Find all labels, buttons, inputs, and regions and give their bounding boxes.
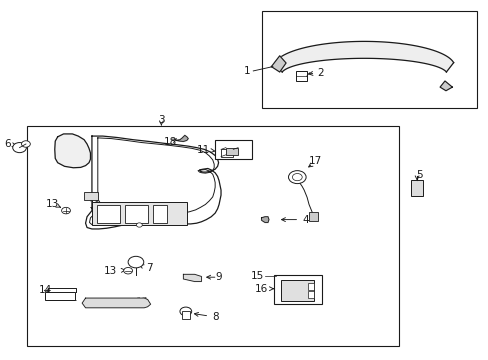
Text: 8: 8 <box>212 312 219 322</box>
Text: 3: 3 <box>158 114 164 125</box>
Bar <box>295 71 306 81</box>
Text: 10: 10 <box>89 200 102 210</box>
Text: 2: 2 <box>316 68 323 78</box>
Bar <box>215 140 251 159</box>
Circle shape <box>13 143 26 153</box>
Bar <box>410 180 422 196</box>
Circle shape <box>180 307 191 316</box>
Text: 5: 5 <box>415 170 422 180</box>
Text: 13: 13 <box>46 199 60 210</box>
Polygon shape <box>271 56 285 72</box>
Text: 11: 11 <box>197 145 210 156</box>
Text: 14: 14 <box>38 285 52 295</box>
Circle shape <box>292 174 302 181</box>
Circle shape <box>136 223 142 227</box>
Text: 12: 12 <box>136 297 149 307</box>
Polygon shape <box>261 217 268 222</box>
Bar <box>281 280 314 301</box>
Circle shape <box>21 141 30 147</box>
Text: 15: 15 <box>250 271 264 282</box>
Bar <box>225 148 238 155</box>
Circle shape <box>128 256 143 268</box>
Polygon shape <box>183 274 201 282</box>
Circle shape <box>61 207 70 214</box>
Text: 16: 16 <box>254 284 267 294</box>
Bar <box>273 275 321 304</box>
Text: 7: 7 <box>145 263 152 273</box>
Polygon shape <box>439 81 451 91</box>
Polygon shape <box>82 298 150 308</box>
Text: 18: 18 <box>163 137 177 147</box>
Text: 4: 4 <box>302 215 308 225</box>
Bar <box>92 202 187 225</box>
Bar <box>261 11 476 108</box>
Polygon shape <box>176 135 188 141</box>
Bar <box>307 283 313 290</box>
Bar <box>124 205 148 223</box>
Polygon shape <box>55 134 90 168</box>
Text: 17: 17 <box>308 156 322 166</box>
Text: 9: 9 <box>215 272 222 282</box>
Text: 13: 13 <box>104 266 117 276</box>
Bar <box>84 192 98 200</box>
Bar <box>221 149 233 157</box>
Text: 6: 6 <box>4 139 11 149</box>
Circle shape <box>288 171 305 184</box>
Bar <box>97 205 120 223</box>
Bar <box>182 311 189 319</box>
Polygon shape <box>85 136 221 229</box>
Bar <box>152 205 167 223</box>
Bar <box>307 291 313 298</box>
Bar <box>45 292 75 300</box>
Bar <box>27 126 398 346</box>
Bar <box>308 212 317 221</box>
Polygon shape <box>274 41 453 72</box>
Text: 1: 1 <box>243 66 250 76</box>
Circle shape <box>123 267 132 274</box>
